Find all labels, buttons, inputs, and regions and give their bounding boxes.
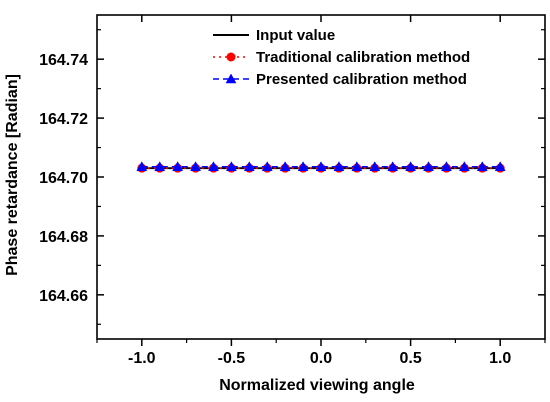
legend-marker-3 — [225, 73, 237, 84]
axis-ticks: 164.66 164.68 164.70 164.72 164.74 -1.0 -0.5 0.… — [39, 15, 546, 367]
series-3-point — [476, 161, 488, 171]
y-tick-label: 164.74 — [39, 52, 88, 69]
legend-marker-2 — [226, 52, 236, 62]
series-3-point — [405, 161, 417, 171]
x-tick-label: 1.0 — [489, 350, 511, 367]
series-3-point — [494, 161, 506, 171]
series-3-point — [136, 161, 148, 171]
series-3-point — [315, 161, 327, 171]
x-axis-title: Normalized viewing angle — [219, 377, 415, 394]
series-3-point — [333, 161, 345, 171]
legend-label-1: Input value — [256, 27, 335, 44]
series-3-point — [387, 161, 399, 171]
series-3-point — [154, 161, 166, 171]
series-layer — [136, 161, 506, 173]
series-3-point — [423, 161, 434, 171]
series-3-point — [458, 161, 470, 171]
series-3-point — [441, 161, 452, 171]
x-tick-label: -1.0 — [128, 350, 156, 367]
series-3-point — [351, 161, 363, 171]
legend: Input value Traditional calibration metho… — [213, 27, 470, 88]
series-3-point — [261, 161, 273, 171]
series-3-point — [172, 161, 184, 171]
x-tick-label: 0.5 — [399, 350, 421, 367]
legend-label-3: Presented calibration method — [256, 71, 467, 88]
y-axis-title: Phase retardance [Radian] — [4, 74, 21, 276]
x-tick-label: -0.5 — [218, 350, 246, 367]
series-3-point — [369, 161, 381, 171]
series-3-point — [190, 161, 201, 171]
legend-label-2: Traditional calibration method — [256, 49, 470, 66]
series-3-point — [243, 161, 255, 171]
y-tick-label: 164.66 — [39, 288, 88, 305]
series-3-point — [208, 161, 219, 171]
y-tick-label: 164.70 — [39, 170, 88, 187]
y-tick-label: 164.68 — [39, 229, 88, 246]
x-tick-label: 0.0 — [310, 350, 332, 367]
series-3-point — [225, 161, 237, 171]
series-3-point — [279, 161, 291, 171]
series-3-point — [297, 161, 309, 171]
y-tick-label: 164.72 — [39, 111, 88, 128]
